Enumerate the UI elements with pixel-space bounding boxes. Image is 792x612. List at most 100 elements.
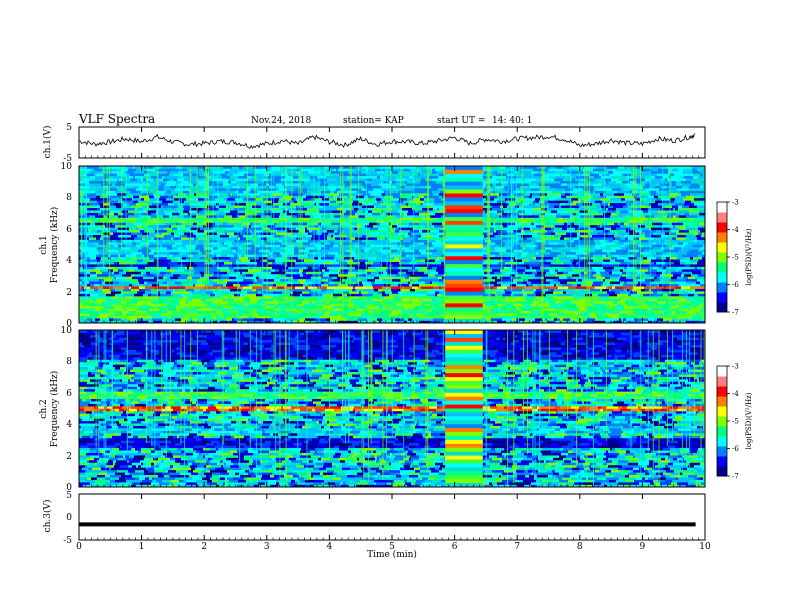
spectrogram-cell xyxy=(418,264,425,267)
spectrogram-cell xyxy=(230,251,236,255)
spectrogram-cell xyxy=(239,264,248,267)
spectrogram-cell xyxy=(191,271,194,275)
spectrogram-cell xyxy=(357,266,368,270)
spectrogram-cell xyxy=(187,234,191,238)
spectrogram-cell xyxy=(525,210,536,213)
spectrogram-cell xyxy=(528,273,532,277)
spectrogram-cell xyxy=(325,261,333,265)
spectrogram-cell xyxy=(249,300,257,304)
spectrogram-cell xyxy=(483,276,488,280)
spectrogram-cell xyxy=(676,310,680,314)
spectrogram-cell xyxy=(436,264,443,267)
spectrogram-cell xyxy=(611,315,619,319)
spectrogram-cell xyxy=(351,251,356,255)
spectrogram-cell xyxy=(420,215,430,218)
spectrogram-cell xyxy=(412,246,417,250)
spectrogram-cell xyxy=(329,281,334,285)
spectrogram-cell xyxy=(133,229,137,233)
spectrogram-cell xyxy=(535,242,543,245)
spectrogram-cell xyxy=(162,249,173,253)
spectrogram-cell xyxy=(686,298,696,302)
spectrogram-cell xyxy=(589,251,600,255)
spectrogram-cell xyxy=(668,234,670,238)
spectrogram-cell xyxy=(566,291,576,294)
spectrogram-cell xyxy=(384,318,395,321)
spectrogram-cell xyxy=(412,286,418,289)
spectrogram-cell xyxy=(626,271,637,275)
spectrogram-cell xyxy=(684,305,688,309)
spectrogram-cell xyxy=(254,303,260,307)
spectrogram-cell xyxy=(289,298,298,302)
spectrogram-cell xyxy=(640,293,643,297)
spectrogram-cell xyxy=(96,254,105,258)
spectrogram-cell xyxy=(350,296,357,299)
spectrogram-cell xyxy=(242,222,250,226)
spectrogram-cell xyxy=(607,251,610,255)
spectrogram-cell xyxy=(548,288,551,292)
spectrogram-cell xyxy=(512,291,514,294)
spectrogram-cell xyxy=(564,300,572,304)
spectrogram-cell xyxy=(250,222,253,226)
spectrogram-cell xyxy=(306,234,312,238)
spectrogram-cell xyxy=(575,227,577,231)
spectrogram-cell xyxy=(501,237,511,240)
spectrogram-cell xyxy=(353,200,359,204)
spectrogram-cell xyxy=(424,296,430,299)
spectrogram-cell xyxy=(321,217,331,221)
spectrogram-cell xyxy=(551,305,558,309)
spectrogram-cell xyxy=(434,246,441,250)
spectrogram-cell xyxy=(334,205,341,209)
spectrogram-cell xyxy=(254,320,265,324)
spectrogram-cell xyxy=(119,271,123,275)
spectrogram-cell xyxy=(201,293,210,297)
spectrogram-cell xyxy=(93,249,97,253)
spectrogram-cell xyxy=(175,296,183,299)
spectrogram-cell xyxy=(499,310,502,314)
spectrogram-cell xyxy=(281,273,285,277)
spectrogram-cell xyxy=(358,251,364,255)
spectrogram-cell xyxy=(551,296,553,299)
spectrogram-cell xyxy=(182,229,189,233)
spectrogram-cell xyxy=(215,197,224,201)
spectrogram-cell xyxy=(407,293,418,297)
spectrogram-cell xyxy=(103,202,110,206)
spectrogram-cell xyxy=(496,315,499,319)
spectrogram-cell xyxy=(152,305,157,309)
spectrogram-cell xyxy=(401,308,404,312)
spectrogram-cell xyxy=(256,202,262,206)
spectrogram-cell xyxy=(222,273,229,277)
spectrogram-cell xyxy=(322,227,326,231)
spectrogram-cell xyxy=(79,227,88,231)
spectrogram-cell xyxy=(524,288,533,292)
spectrogram-cell xyxy=(251,232,256,235)
spectrogram-cell xyxy=(561,251,566,255)
spectrogram-cell xyxy=(559,239,570,243)
spectrogram-cell xyxy=(670,296,681,299)
spectrogram-cell xyxy=(490,254,495,258)
spectrogram-cell xyxy=(233,283,240,287)
spectrogram-cell xyxy=(520,298,526,302)
spectrogram-cell xyxy=(225,320,228,324)
spectrogram-cell xyxy=(523,320,532,324)
spectrogram-cell xyxy=(702,266,705,270)
spectrogram-cell xyxy=(566,320,574,324)
spectrogram-cell xyxy=(98,212,102,216)
spectrogram-cell xyxy=(626,246,634,250)
spectrogram-cell xyxy=(351,313,361,316)
spectrogram-cell xyxy=(347,276,358,280)
spectrogram-cell xyxy=(404,207,412,211)
spectrogram-cell xyxy=(118,215,128,218)
spectrogram-cell xyxy=(366,242,375,245)
spectrogram-cell xyxy=(404,286,412,289)
spectrogram-cell xyxy=(670,246,674,250)
spectrogram-cell xyxy=(489,200,492,204)
spectrogram-cell xyxy=(308,239,317,243)
spectrogram-cell xyxy=(234,224,237,228)
spectrogram-cell xyxy=(688,224,697,228)
spectrogram-cell xyxy=(279,239,282,243)
spectrogram-cell xyxy=(683,256,690,260)
spectrogram-cell xyxy=(294,197,296,201)
spectrogram-cell xyxy=(271,271,277,275)
spectrogram-cell xyxy=(697,305,702,309)
spectrogram-cell xyxy=(579,259,583,262)
